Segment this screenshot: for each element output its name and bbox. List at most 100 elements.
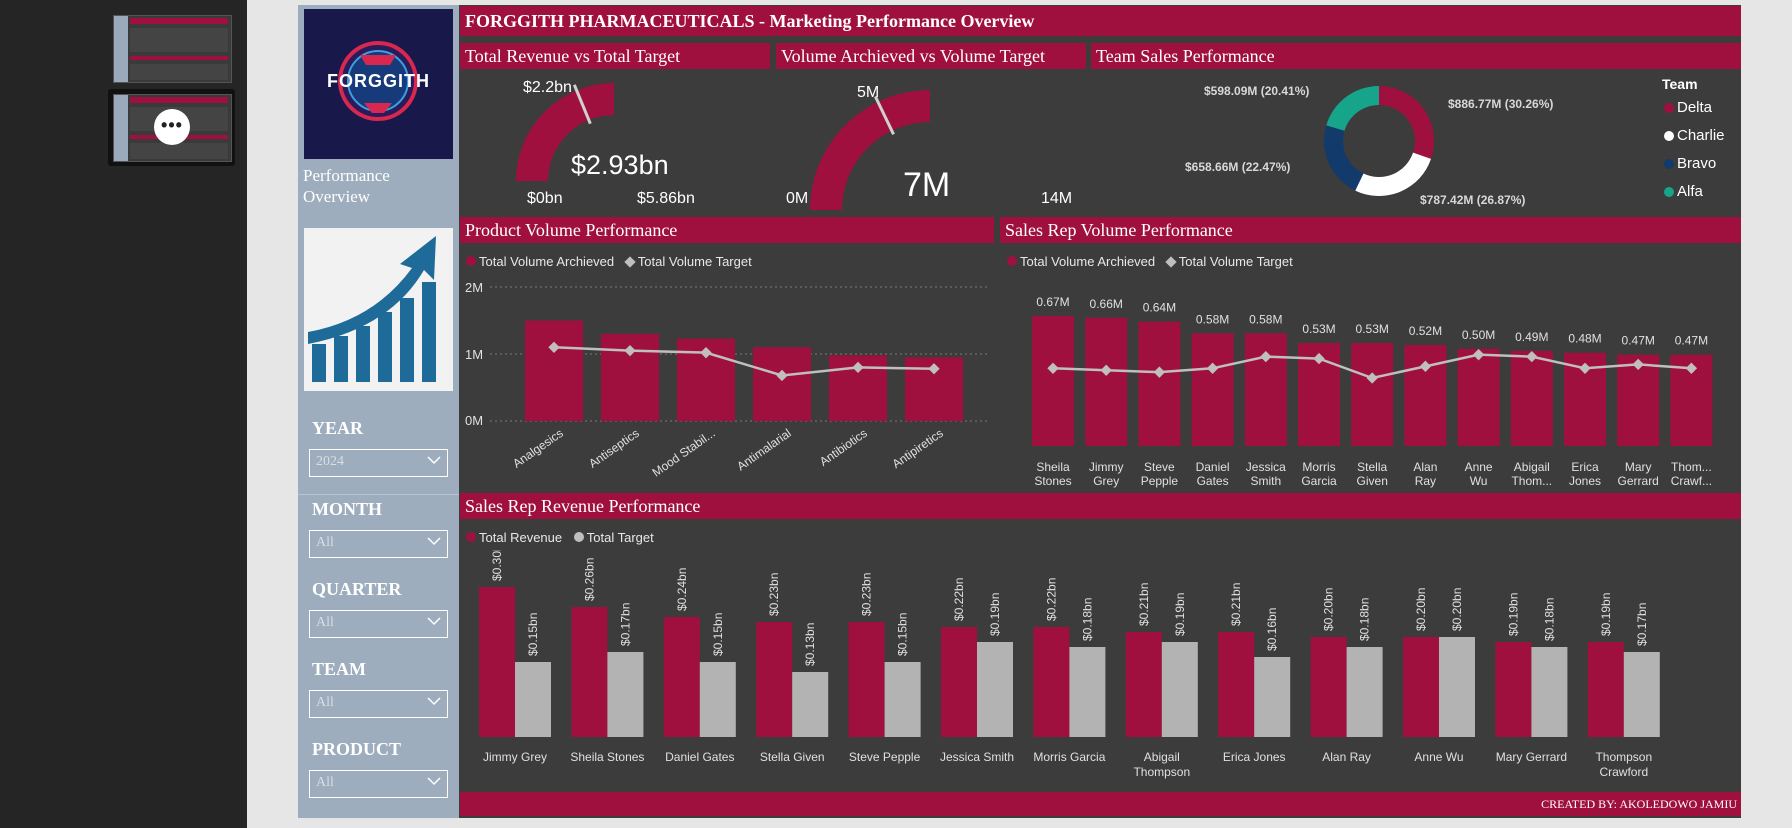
salesrep-revenue-data-label: $0.21bn [1229,583,1243,626]
salesrep-volume-category-label: Stones [1034,474,1071,488]
credit-text: CREATED BY: AKOLEDOWO JAMIU [1541,797,1737,811]
salesrep-target-data-label: $0.17bn [618,603,632,646]
salesrep-volume-category-label: Grey [1093,474,1119,488]
salesrep-revenue-data-label: $0.20bn [1322,588,1336,631]
salesrep-volume-category-label: Ray [1415,474,1436,488]
revenue-gauge-title: Total Revenue vs Total Target [460,43,770,69]
pages-panel: ••• [0,0,247,828]
salesrep-volume-data-label: 0.47M [1622,334,1655,348]
salesrep-revenue-bar-6 [1033,627,1070,737]
volume-gauge-target-label: 5M [857,84,880,101]
salesrep-volume-category-label: Daniel [1196,460,1230,474]
donut-slice-charlie [1355,152,1432,196]
salesrep-target-data-label: $0.17bn [1635,603,1649,646]
salesrep-revenue-bar-12 [1587,642,1624,737]
salesrep-volume-data-label: 0.48M [1568,332,1601,346]
salesrep-revenue-category-label: Abigail [1144,750,1180,764]
legend-item-charlie[interactable]: Charlie [1677,127,1725,144]
salesrep-volume-data-label: 0.53M [1356,322,1389,336]
salesrep-revenue-bar-8 [1218,632,1255,737]
chevron-down-icon[interactable] [427,614,441,628]
slice-label-charlie: $787.42M (26.87%) [1420,193,1526,207]
more-options-button[interactable]: ••• [154,109,190,145]
team-slicer-dropdown[interactable]: All [309,690,448,718]
salesrep-revenue-data-label: $0.22bn [952,578,966,621]
legend-swatch-achieved [466,256,476,266]
product-category-label: Mood Stabil... [650,426,718,480]
product-category-label: Antibiotics [817,426,870,469]
logo-text: FORGGITH [327,71,430,91]
salesrep-volume-category-label: Mary [1625,460,1652,474]
salesrep-target-data-label: $0.19bn [988,593,1002,636]
salesrep-volume-bar-0 [1032,315,1074,446]
product-ytick-2m: 2M [465,280,484,295]
legend-swatch-target [1165,256,1177,268]
salesrep-volume-bar-3 [1191,333,1234,446]
salesrep-revenue-data-label: $0.22bn [1044,578,1058,621]
donut-slice-delta [1379,86,1434,159]
salesrep-volume-target-marker-10 [1579,362,1591,374]
legend-item-alfa[interactable]: Alfa [1677,183,1703,200]
revenue-gauge-target-label: $2.2bn [523,79,572,96]
salesrep-revenue-data-label: $0.30bn [490,550,504,581]
salesrep-volume-data-label: 0.67M [1036,295,1069,309]
legend-dot-charlie [1664,131,1674,141]
salesrep-volume-category-label: Morris [1302,460,1335,474]
chevron-down-icon[interactable] [427,774,441,788]
salesrep-revenue-legend-revenue: Total Revenue [479,530,563,545]
year-slicer-title: YEAR [312,418,364,438]
salesrep-volume-data-label: 0.49M [1515,330,1548,344]
legend-item-bravo[interactable]: Bravo [1677,155,1717,172]
salesrep-revenue-chart: $0.30bn $0.15bn Jimmy Grey $0.26bn $0.17bn Sh… [479,550,1660,779]
salesrep-volume-category-label: Gates [1197,474,1229,488]
product-slicer-title: PRODUCT [312,739,401,759]
salesrep-revenue-category-label: Crawford [1599,765,1648,779]
month-slicer-dropdown[interactable]: All [309,530,448,558]
team-legend-title: Team [1662,76,1698,92]
revenue-gauge-value: $2.93bn [571,150,669,180]
volume-gauge-arc [810,90,930,210]
revenue-gauge-target-marker [572,84,592,125]
salesrep-revenue-category-label: Jimmy Grey [483,750,547,764]
salesrep-volume-bar-7 [1404,344,1447,446]
salesrep-revenue-category-label: Jessica Smith [940,750,1014,764]
salesrep-revenue-data-label: $0.24bn [675,568,689,611]
legend-item-delta[interactable]: Delta [1677,99,1713,116]
salesrep-volume-category-label: Erica [1571,460,1599,474]
salesrep-volume-target-marker-12 [1685,362,1698,374]
salesrep-revenue-bar-5 [941,627,977,737]
salesrep-target-bar-7 [1161,642,1198,737]
year-slicer-dropdown[interactable]: 2024 [309,449,448,477]
chevron-down-path [427,777,441,786]
salesrep-revenue-bar-2 [663,617,700,737]
salesrep-volume-legend-achieved: Total Volume Archieved [1020,254,1156,269]
product-ytick-0m: 0M [465,413,484,428]
salesrep-revenue-category-label: Alan Ray [1322,750,1371,764]
salesrep-volume-data-label: 0.58M [1249,312,1282,326]
salesrep-volume-data-label: 0.47M [1675,334,1708,348]
salesrep-volume-data-label: 0.52M [1409,324,1442,338]
growth-chart-icon [304,228,453,391]
slice-label-bravo: $658.66M (22.47%) [1185,160,1291,174]
salesrep-target-data-label: $0.13bn [803,623,817,666]
salesrep-revenue-category-label: Mary Gerrard [1496,750,1567,764]
team-chart-title: Team Sales Performance [1091,43,1741,69]
salesrep-target-bar-6 [1069,647,1106,737]
product-category-label: Antiseptics [586,426,642,471]
salesrep-target-data-label: $0.20bn [1450,588,1464,631]
salesrep-target-bar-3 [792,672,829,737]
salesrep-volume-category-label: Abigail [1514,460,1550,474]
donut-slice-alfa [1326,86,1379,131]
chevron-down-icon[interactable] [427,534,441,548]
product-volume-title: Product Volume Performance [460,217,994,243]
legend-dot-bravo [1664,159,1674,169]
salesrep-target-data-label: $0.15bn [526,613,540,656]
chevron-down-icon[interactable] [427,453,441,467]
company-logo: FORGGITH [304,9,453,159]
page-thumbnail-1[interactable] [113,15,232,83]
salesrep-target-data-label: $0.15bn [896,613,910,656]
salesrep-volume-category-label: Pepple [1141,474,1179,488]
chevron-down-icon[interactable] [427,694,441,708]
product-slicer-dropdown[interactable]: All [309,770,448,798]
quarter-slicer-dropdown[interactable]: All [309,610,448,638]
